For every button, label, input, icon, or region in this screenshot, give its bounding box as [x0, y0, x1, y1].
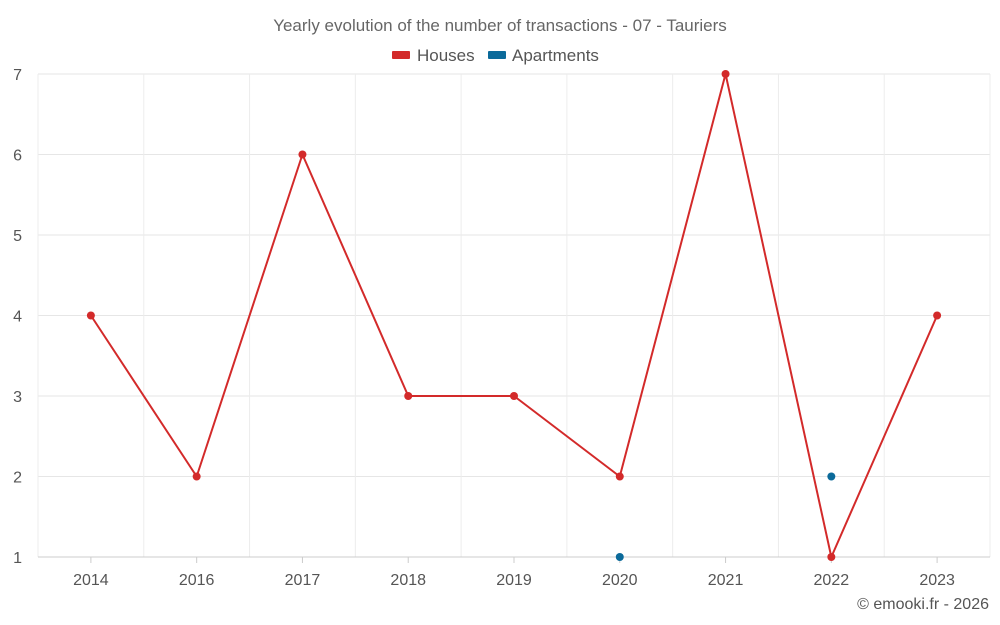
chart-title: Yearly evolution of the number of transa… — [273, 16, 727, 35]
data-point-houses-2014[interactable] — [86, 311, 95, 320]
y-tick-label: 7 — [13, 67, 22, 84]
data-point-houses-2018[interactable] — [404, 392, 413, 400]
data-point-houses-2023[interactable] — [933, 311, 942, 320]
data-point-houses-2020[interactable] — [615, 472, 624, 481]
y-tick-label: 2 — [13, 470, 22, 487]
legend-swatch-apartments — [488, 51, 506, 59]
data-point-houses-2017[interactable] — [298, 150, 307, 159]
y-tick-label: 4 — [13, 309, 22, 326]
series-layer — [86, 70, 942, 561]
legend-label-apartments: Apartments — [512, 46, 599, 65]
credit-text: © emooki.fr - 2026 — [857, 596, 989, 613]
x-tick-label-2016: 2016 — [179, 572, 215, 589]
data-point-apartments-2020[interactable] — [615, 553, 624, 561]
axes: 1 2 3 4 5 6 7 2014 2016 2017 2018 2019 2020 2021 2022 2… — [13, 67, 990, 589]
data-point-houses-2016[interactable] — [192, 472, 201, 481]
grid — [37, 73, 991, 557]
legend: Houses Apartments — [392, 46, 599, 65]
y-tick-label: 6 — [13, 148, 22, 165]
x-tick-label-2019: 2019 — [496, 572, 532, 589]
x-tick-label-2022: 2022 — [814, 572, 850, 589]
x-tick-label-2018: 2018 — [390, 572, 426, 589]
y-tick-label: 1 — [13, 550, 22, 567]
series-houses — [86, 70, 942, 561]
data-point-houses-2021[interactable] — [721, 70, 730, 78]
x-tick-label-2014: 2014 — [73, 572, 109, 589]
legend-label-houses: Houses — [417, 46, 475, 65]
series-apartments — [615, 472, 836, 561]
data-point-houses-2019[interactable] — [510, 392, 518, 400]
y-tick-label: 3 — [13, 389, 22, 406]
legend-swatch-houses — [392, 51, 410, 59]
x-tick-label-2017: 2017 — [285, 572, 321, 589]
y-tick-label: 5 — [13, 228, 22, 245]
legend-item-houses[interactable]: Houses — [392, 46, 475, 65]
legend-item-apartments[interactable]: Apartments — [488, 46, 599, 65]
x-tick-label-2021: 2021 — [708, 572, 744, 589]
data-point-houses-2022[interactable] — [827, 553, 836, 561]
data-point-apartments-2022[interactable] — [827, 472, 836, 481]
x-tick-label-2023: 2023 — [919, 572, 955, 589]
x-tick-label-2020: 2020 — [602, 572, 638, 589]
